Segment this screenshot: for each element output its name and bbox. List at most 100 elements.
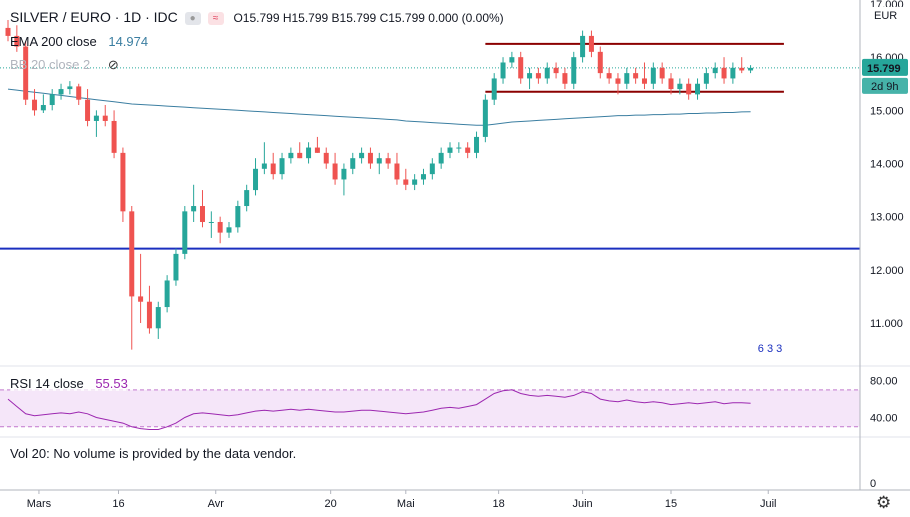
candle[interactable] bbox=[447, 142, 453, 159]
candle[interactable] bbox=[367, 147, 373, 169]
market-status-icon[interactable]: ● bbox=[184, 11, 201, 25]
price-pane[interactable]: 6 3 3 bbox=[0, 19, 860, 355]
candle[interactable] bbox=[686, 78, 692, 100]
candle[interactable] bbox=[429, 158, 435, 180]
candle[interactable] bbox=[695, 78, 701, 100]
candle[interactable] bbox=[332, 152, 338, 185]
candle[interactable] bbox=[208, 211, 214, 238]
data-delay-icon[interactable]: ≈ bbox=[207, 11, 224, 25]
candle[interactable] bbox=[456, 142, 462, 153]
candle[interactable] bbox=[102, 105, 108, 127]
time-axis[interactable]: Mars 16 Avr 20 Mai 18 Juin 15 Juil bbox=[27, 490, 777, 510]
candle[interactable] bbox=[129, 206, 135, 350]
candle[interactable] bbox=[703, 67, 709, 90]
candle[interactable] bbox=[659, 62, 665, 84]
events-watermark[interactable]: 6 3 3 bbox=[758, 343, 782, 355]
candle[interactable] bbox=[500, 57, 506, 84]
hidden-eye-icon[interactable]: ⊘ bbox=[107, 57, 119, 72]
ema-legend[interactable]: EMA 200 close 14.974 bbox=[10, 34, 148, 49]
candle[interactable] bbox=[341, 163, 347, 196]
candle[interactable] bbox=[535, 67, 541, 84]
volume-legend[interactable]: Vol 20: No volume is provided by the dat… bbox=[10, 446, 296, 461]
candle[interactable] bbox=[491, 73, 497, 106]
candle[interactable] bbox=[244, 184, 250, 212]
candle[interactable] bbox=[527, 67, 533, 90]
candle[interactable] bbox=[120, 147, 126, 222]
candle[interactable] bbox=[235, 200, 241, 233]
candle[interactable] bbox=[580, 30, 586, 63]
ema200-line[interactable] bbox=[7, 88, 751, 126]
candle[interactable] bbox=[641, 62, 647, 90]
currency-badge[interactable] bbox=[864, 7, 904, 23]
candle[interactable] bbox=[668, 73, 674, 95]
candle[interactable] bbox=[261, 142, 267, 175]
candle[interactable] bbox=[721, 57, 727, 84]
candle[interactable] bbox=[712, 62, 718, 79]
candle[interactable] bbox=[217, 216, 223, 244]
candle[interactable] bbox=[14, 25, 20, 52]
candle[interactable] bbox=[85, 89, 91, 127]
candle[interactable] bbox=[40, 94, 46, 113]
candle[interactable] bbox=[606, 67, 612, 84]
candle[interactable] bbox=[482, 94, 488, 143]
candle[interactable] bbox=[438, 147, 444, 169]
candle[interactable] bbox=[385, 152, 391, 169]
symbol-title[interactable]: SILVER / EURO · 1D · IDC bbox=[10, 9, 178, 25]
candle[interactable] bbox=[615, 73, 621, 95]
bb-legend[interactable]: BB 20 close 2 ⊘ bbox=[10, 57, 119, 73]
candle[interactable] bbox=[518, 51, 524, 84]
candle[interactable] bbox=[306, 142, 312, 164]
candle[interactable] bbox=[359, 147, 365, 164]
candle[interactable] bbox=[739, 57, 745, 74]
candle[interactable] bbox=[226, 221, 232, 238]
candle[interactable] bbox=[748, 65, 754, 74]
candle[interactable] bbox=[49, 89, 55, 111]
candle[interactable] bbox=[544, 62, 550, 84]
candle[interactable] bbox=[76, 83, 82, 106]
candle[interactable] bbox=[465, 142, 471, 159]
candle[interactable] bbox=[624, 67, 630, 90]
candle[interactable] bbox=[146, 285, 152, 334]
candle[interactable] bbox=[633, 67, 639, 84]
candle[interactable] bbox=[173, 248, 179, 286]
candle[interactable] bbox=[23, 41, 29, 106]
candle[interactable] bbox=[553, 62, 559, 79]
candle[interactable] bbox=[474, 131, 480, 159]
rsi-pane[interactable] bbox=[0, 389, 860, 430]
settings-gear-icon[interactable]: ⚙ bbox=[876, 493, 892, 512]
candle[interactable] bbox=[562, 67, 568, 90]
candle[interactable] bbox=[58, 83, 64, 100]
candle[interactable] bbox=[297, 142, 303, 159]
rsi-legend[interactable]: RSI 14 close 55.53 bbox=[10, 376, 128, 391]
candle[interactable] bbox=[164, 275, 170, 313]
candle[interactable] bbox=[182, 206, 188, 260]
candle[interactable] bbox=[323, 147, 329, 169]
candle[interactable] bbox=[138, 253, 144, 323]
candle[interactable] bbox=[199, 190, 205, 228]
candle[interactable] bbox=[32, 89, 38, 116]
candle[interactable] bbox=[314, 136, 320, 153]
candle[interactable] bbox=[270, 152, 276, 180]
candle[interactable] bbox=[677, 78, 683, 95]
currency-label[interactable]: EUR bbox=[874, 10, 897, 22]
price-axis[interactable]: 17.00016.00015.00014.00013.00012.00011.0… bbox=[862, 0, 908, 490]
candle[interactable] bbox=[111, 110, 117, 159]
candle[interactable] bbox=[650, 62, 656, 90]
candle[interactable] bbox=[279, 152, 285, 180]
candle[interactable] bbox=[350, 152, 356, 175]
candle[interactable] bbox=[288, 147, 294, 164]
candle[interactable] bbox=[394, 152, 400, 185]
candle[interactable] bbox=[571, 51, 577, 90]
candle[interactable] bbox=[588, 30, 594, 58]
candle[interactable] bbox=[420, 168, 426, 185]
candle[interactable] bbox=[5, 19, 11, 42]
candle[interactable] bbox=[155, 301, 161, 339]
candle[interactable] bbox=[93, 110, 99, 137]
candle[interactable] bbox=[509, 51, 515, 68]
candle[interactable] bbox=[376, 152, 382, 175]
candle[interactable] bbox=[730, 62, 736, 84]
symbol-legend[interactable]: SILVER / EURO · 1D · IDC ● ≈ O15.799 H15… bbox=[10, 9, 504, 25]
candle[interactable] bbox=[412, 174, 418, 191]
rsi-line[interactable] bbox=[7, 389, 751, 430]
